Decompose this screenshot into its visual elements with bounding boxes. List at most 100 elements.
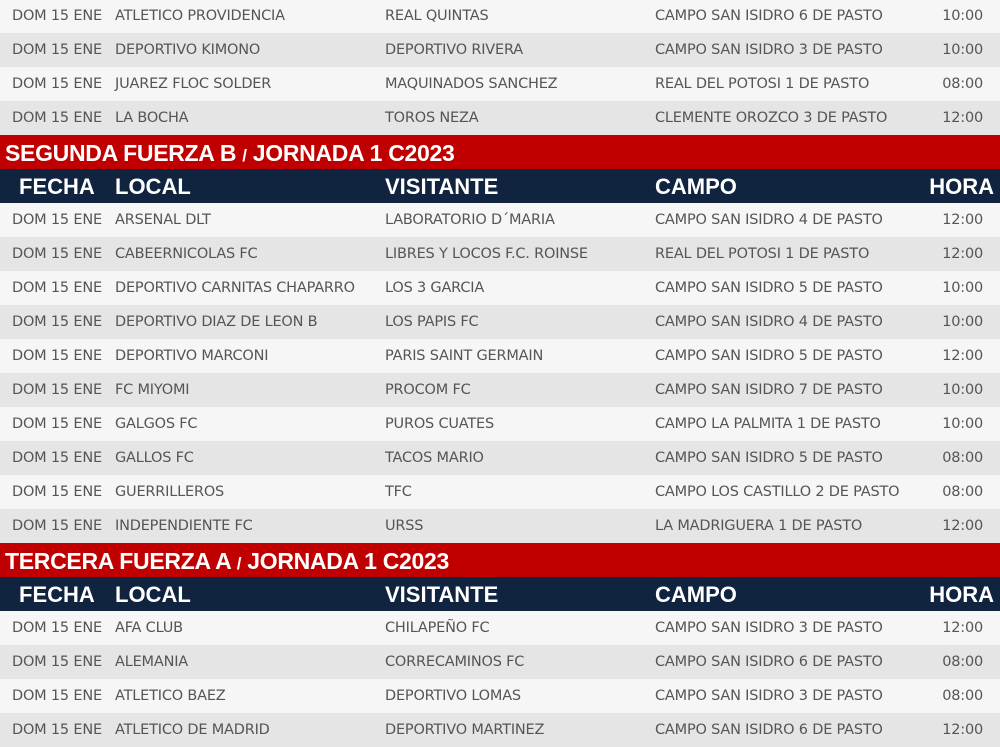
match-hora: 08:00 — [942, 688, 983, 704]
match-row: DOM 15 ENE AFA CLUB CHILAPEÑO FC CAMPO SAN … — [0, 611, 1000, 645]
match-campo: CAMPO LOS CASTILLO 2 DE PASTO — [655, 484, 900, 500]
match-row: DOM 15 ENE DEPORTIVO MARCONI PARIS SAINT G… — [0, 339, 1000, 373]
match-visitante: CORRECAMINOS FC — [385, 654, 525, 670]
match-row: DOM 15 ENE LA BOCHA TOROS NEZA CLEMENTE ORO… — [0, 101, 1000, 135]
match-hora: 10:00 — [942, 382, 983, 398]
column-header-hora: HORA — [929, 582, 994, 607]
match-hora: 12:00 — [942, 620, 983, 636]
match-hora: 08:00 — [942, 76, 983, 92]
match-fecha: DOM 15 ENE — [12, 246, 102, 262]
match-visitante: PARIS SAINT GERMAIN — [385, 348, 544, 364]
match-local: GALGOS FC — [115, 416, 198, 432]
match-fecha: DOM 15 ENE — [12, 722, 102, 738]
match-visitante: PUROS CUATES — [385, 416, 495, 432]
match-local: DEPORTIVO CARNITAS CHAPARRO — [115, 280, 355, 296]
match-hora: 10:00 — [942, 8, 983, 24]
match-visitante: DEPORTIVO RIVERA — [385, 42, 523, 58]
match-fecha: DOM 15 ENE — [12, 212, 102, 228]
match-row: DOM 15 ENE FC MIYOMI PROCOM FC CAMPO SAN IS… — [0, 373, 1000, 407]
match-row: DOM 15 ENE INDEPENDIENTE FC URSS LA MADRIGU… — [0, 509, 1000, 543]
match-fecha: DOM 15 ENE — [12, 348, 102, 364]
column-header-fecha: FECHA — [19, 174, 95, 199]
match-fecha: DOM 15 ENE — [12, 8, 102, 24]
match-fecha: DOM 15 ENE — [12, 450, 102, 466]
match-visitante: URSS — [385, 518, 424, 534]
match-hora: 08:00 — [942, 450, 983, 466]
match-campo: REAL DEL POTOSI 1 DE PASTO — [655, 246, 870, 262]
column-header-local: LOCAL — [115, 582, 191, 607]
match-campo: CAMPO SAN ISIDRO 5 DE PASTO — [655, 280, 883, 296]
match-hora: 12:00 — [942, 348, 983, 364]
match-row: DOM 15 ENE GALLOS FC TACOS MARIO CAMPO SAN … — [0, 441, 1000, 475]
match-campo: REAL DEL POTOSI 1 DE PASTO — [655, 76, 870, 92]
match-campo: CAMPO SAN ISIDRO 6 DE PASTO — [655, 722, 883, 738]
match-visitante: REAL QUINTAS — [385, 8, 489, 24]
column-header-campo: CAMPO — [655, 582, 737, 607]
match-hora: 10:00 — [942, 314, 983, 330]
match-hora: 12:00 — [942, 246, 983, 262]
match-hora: 12:00 — [942, 518, 983, 534]
match-visitante: TACOS MARIO — [385, 450, 484, 466]
match-local: AFA CLUB — [115, 620, 183, 636]
match-local: ATLETICO BAEZ — [115, 688, 226, 704]
section-title-separator: / — [242, 146, 247, 165]
match-fecha: DOM 15 ENE — [12, 654, 102, 670]
section-title: SEGUNDA FUERZA B / JORNADA 1 C2023 — [0, 135, 1000, 169]
match-visitante: TFC — [385, 484, 412, 500]
match-hora: 08:00 — [942, 654, 983, 670]
match-hora: 10:00 — [942, 42, 983, 58]
match-visitante: CHILAPEÑO FC — [385, 620, 490, 636]
match-row: DOM 15 ENE DEPORTIVO CARNITAS CHAPARRO LOS… — [0, 271, 1000, 305]
match-local: DEPORTIVO KIMONO — [115, 42, 261, 58]
match-row: DOM 15 ENE DEPORTIVO KIMONO DEPORTIVO RIVE… — [0, 33, 1000, 67]
section-title-round: JORNADA 1 C2023 — [241, 548, 449, 574]
match-fecha: DOM 15 ENE — [12, 688, 102, 704]
match-visitante: MAQUINADOS SANCHEZ — [385, 76, 558, 92]
match-fecha: DOM 15 ENE — [12, 484, 102, 500]
section-title-category: TERCERA FUERZA A — [5, 548, 237, 574]
match-fecha: DOM 15 ENE — [12, 382, 102, 398]
match-campo: CAMPO SAN ISIDRO 4 DE PASTO — [655, 314, 883, 330]
match-row: DOM 15 ENE GUERRILLEROS TFC CAMPO LOS CASTI… — [0, 475, 1000, 509]
match-row: DOM 15 ENE ARSENAL DLT LABORATORIO D´MARIA… — [0, 203, 1000, 237]
match-local: ALEMANIA — [115, 654, 189, 670]
column-header-row: FECHA LOCAL VISITANTE CAMPO HORA — [0, 577, 1000, 611]
match-hora: 12:00 — [942, 110, 983, 126]
match-local: DEPORTIVO MARCONI — [115, 348, 269, 364]
match-row: DOM 15 ENE ATLETICO BAEZ DEPORTIVO LOMAS CA… — [0, 679, 1000, 713]
match-campo: CAMPO SAN ISIDRO 5 DE PASTO — [655, 348, 883, 364]
column-header-local: LOCAL — [115, 174, 191, 199]
match-visitante: LOS 3 GARCIA — [385, 280, 485, 296]
column-header-visitante: VISITANTE — [385, 174, 499, 199]
match-fecha: DOM 15 ENE — [12, 42, 102, 58]
match-row: DOM 15 ENE CABEERNICOLAS FC LIBRES Y LOCOS… — [0, 237, 1000, 271]
section-title-category: SEGUNDA FUERZA B — [5, 140, 243, 166]
match-row: DOM 15 ENE DEPORTIVO DIAZ DE LEON B LOS PA… — [0, 305, 1000, 339]
match-campo: CAMPO SAN ISIDRO 4 DE PASTO — [655, 212, 883, 228]
match-local: FC MIYOMI — [115, 382, 190, 398]
match-visitante: LABORATORIO D´MARIA — [385, 212, 555, 228]
match-local: ATLETICO PROVIDENCIA — [115, 8, 285, 24]
match-campo: CLEMENTE OROZCO 3 DE PASTO — [655, 110, 888, 126]
match-local: ARSENAL DLT — [115, 212, 211, 228]
match-campo: LA MADRIGUERA 1 DE PASTO — [655, 518, 863, 534]
match-campo: CAMPO SAN ISIDRO 5 DE PASTO — [655, 450, 883, 466]
match-local: CABEERNICOLAS FC — [115, 246, 258, 262]
match-row: DOM 15 ENE ATLETICO DE MADRID DEPORTIVO MA… — [0, 713, 1000, 747]
match-row: DOM 15 ENE ALEMANIA CORRECAMINOS FC CAMPO S… — [0, 645, 1000, 679]
match-hora: 08:00 — [942, 484, 983, 500]
match-visitante: PROCOM FC — [385, 382, 471, 398]
column-header-campo: CAMPO — [655, 174, 737, 199]
section-title-round: JORNADA 1 C2023 — [246, 140, 455, 166]
match-visitante: DEPORTIVO LOMAS — [385, 688, 521, 704]
match-hora: 12:00 — [942, 722, 983, 738]
match-local: ATLETICO DE MADRID — [115, 722, 270, 738]
match-visitante: TOROS NEZA — [385, 110, 479, 126]
match-visitante: LOS PAPIS FC — [385, 314, 479, 330]
match-local: GALLOS FC — [115, 450, 194, 466]
match-row: DOM 15 ENE GALGOS FC PUROS CUATES CAMPO LA … — [0, 407, 1000, 441]
match-campo: CAMPO SAN ISIDRO 3 DE PASTO — [655, 42, 883, 58]
match-fecha: DOM 15 ENE — [12, 280, 102, 296]
column-header-fecha: FECHA — [19, 582, 95, 607]
